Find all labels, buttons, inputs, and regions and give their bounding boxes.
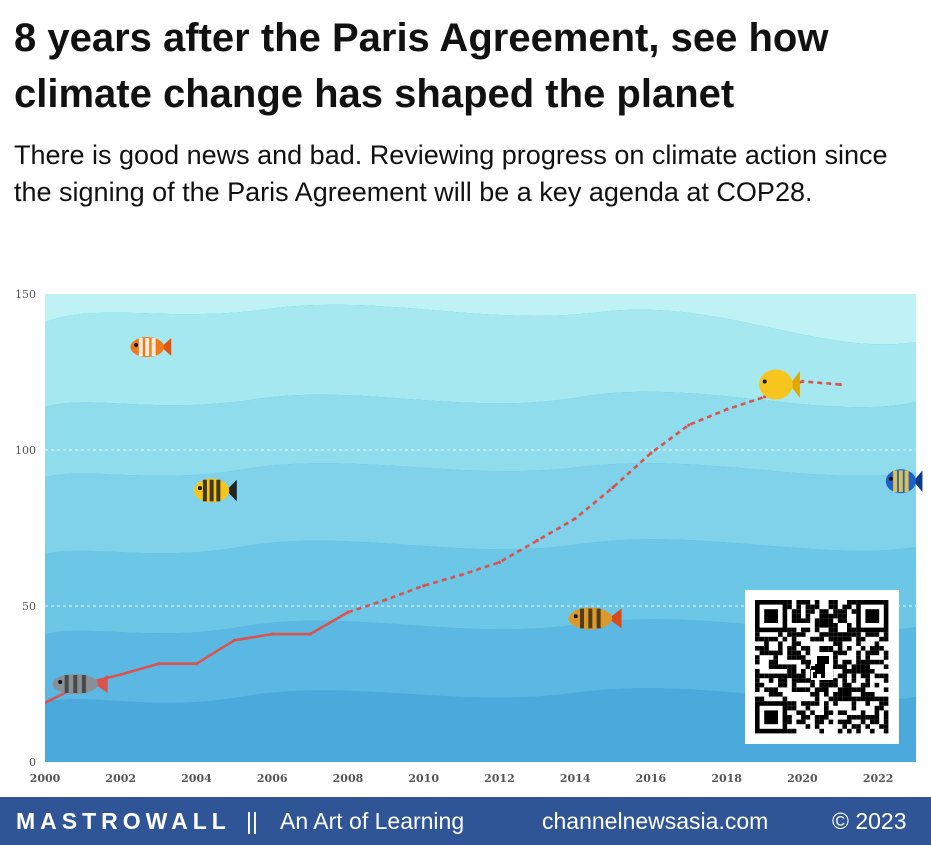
data-point bbox=[157, 662, 161, 666]
x-tick-label: 2006 bbox=[257, 772, 288, 785]
x-tick-label: 2020 bbox=[787, 772, 818, 785]
data-point bbox=[232, 638, 236, 642]
data-point bbox=[573, 517, 577, 521]
data-point bbox=[838, 382, 842, 387]
data-point bbox=[611, 485, 615, 490]
y-tick-label: 100 bbox=[15, 444, 36, 457]
page-title: 8 years after the Paris Agreement, see h… bbox=[14, 16, 829, 116]
data-point bbox=[270, 632, 274, 636]
y-tick-label: 50 bbox=[22, 600, 36, 613]
perch-fish-icon bbox=[568, 607, 622, 630]
data-point bbox=[384, 598, 388, 602]
y-tick-label: 150 bbox=[15, 288, 36, 301]
x-tick-label: 2018 bbox=[711, 772, 742, 785]
x-tick-label: 2014 bbox=[560, 772, 591, 785]
axes: 0 50 100 150 2000 2002 2004 2006 2008 2010 2012 201… bbox=[15, 288, 893, 785]
data-point bbox=[497, 560, 502, 564]
x-tick-label: 2000 bbox=[30, 772, 61, 785]
dinosaur-icon bbox=[811, 652, 833, 680]
data-point bbox=[346, 610, 350, 614]
series-line-2 bbox=[347, 380, 841, 614]
grid-lines bbox=[45, 449, 916, 607]
source-link[interactable]: channelnewsasia.com bbox=[542, 808, 769, 834]
x-tick-label: 2016 bbox=[636, 772, 667, 785]
x-tick-label: 2010 bbox=[408, 772, 439, 785]
clownfish-fish-icon bbox=[130, 337, 172, 358]
x-tick-label: 2002 bbox=[105, 772, 136, 785]
data-point bbox=[725, 407, 729, 412]
data-point bbox=[762, 395, 767, 399]
tagline: An Art of Learning bbox=[280, 808, 465, 834]
data-point bbox=[422, 584, 426, 588]
footer-bar: MASTROWALL || An Art of Learning channel… bbox=[0, 797, 931, 845]
data-point bbox=[649, 451, 653, 455]
brand-name: MASTROWALL bbox=[16, 808, 231, 834]
qr-modules bbox=[755, 600, 889, 734]
data-point bbox=[800, 379, 804, 383]
brand-separator: || bbox=[246, 808, 258, 834]
x-tick-label: 2012 bbox=[484, 772, 515, 785]
data-point bbox=[459, 573, 464, 577]
yellow-striped-fish-icon bbox=[193, 478, 237, 503]
data-point bbox=[687, 423, 691, 427]
data-point bbox=[535, 538, 539, 543]
x-tick-label: 2004 bbox=[181, 772, 212, 785]
yellow-tang-fish-icon bbox=[759, 369, 800, 400]
qr-code[interactable] bbox=[745, 590, 899, 744]
grey-striped-fish-icon bbox=[52, 674, 108, 694]
x-tick-label: 2008 bbox=[333, 772, 364, 785]
y-tick-label: 0 bbox=[29, 756, 36, 769]
climate-chart: 0 50 100 150 2000 2002 2004 2006 2008 2010 2012 201… bbox=[15, 288, 923, 785]
data-point bbox=[119, 673, 123, 677]
data-point bbox=[308, 632, 312, 636]
blue-tang-fish-icon bbox=[885, 469, 923, 494]
copyright: © 2023 bbox=[832, 808, 907, 834]
x-tick-label: 2022 bbox=[863, 772, 894, 785]
data-point bbox=[45, 701, 47, 705]
data-point bbox=[194, 662, 199, 666]
fish-layer bbox=[52, 337, 923, 694]
page-subtitle: There is good news and bad. Reviewing pr… bbox=[14, 140, 888, 207]
